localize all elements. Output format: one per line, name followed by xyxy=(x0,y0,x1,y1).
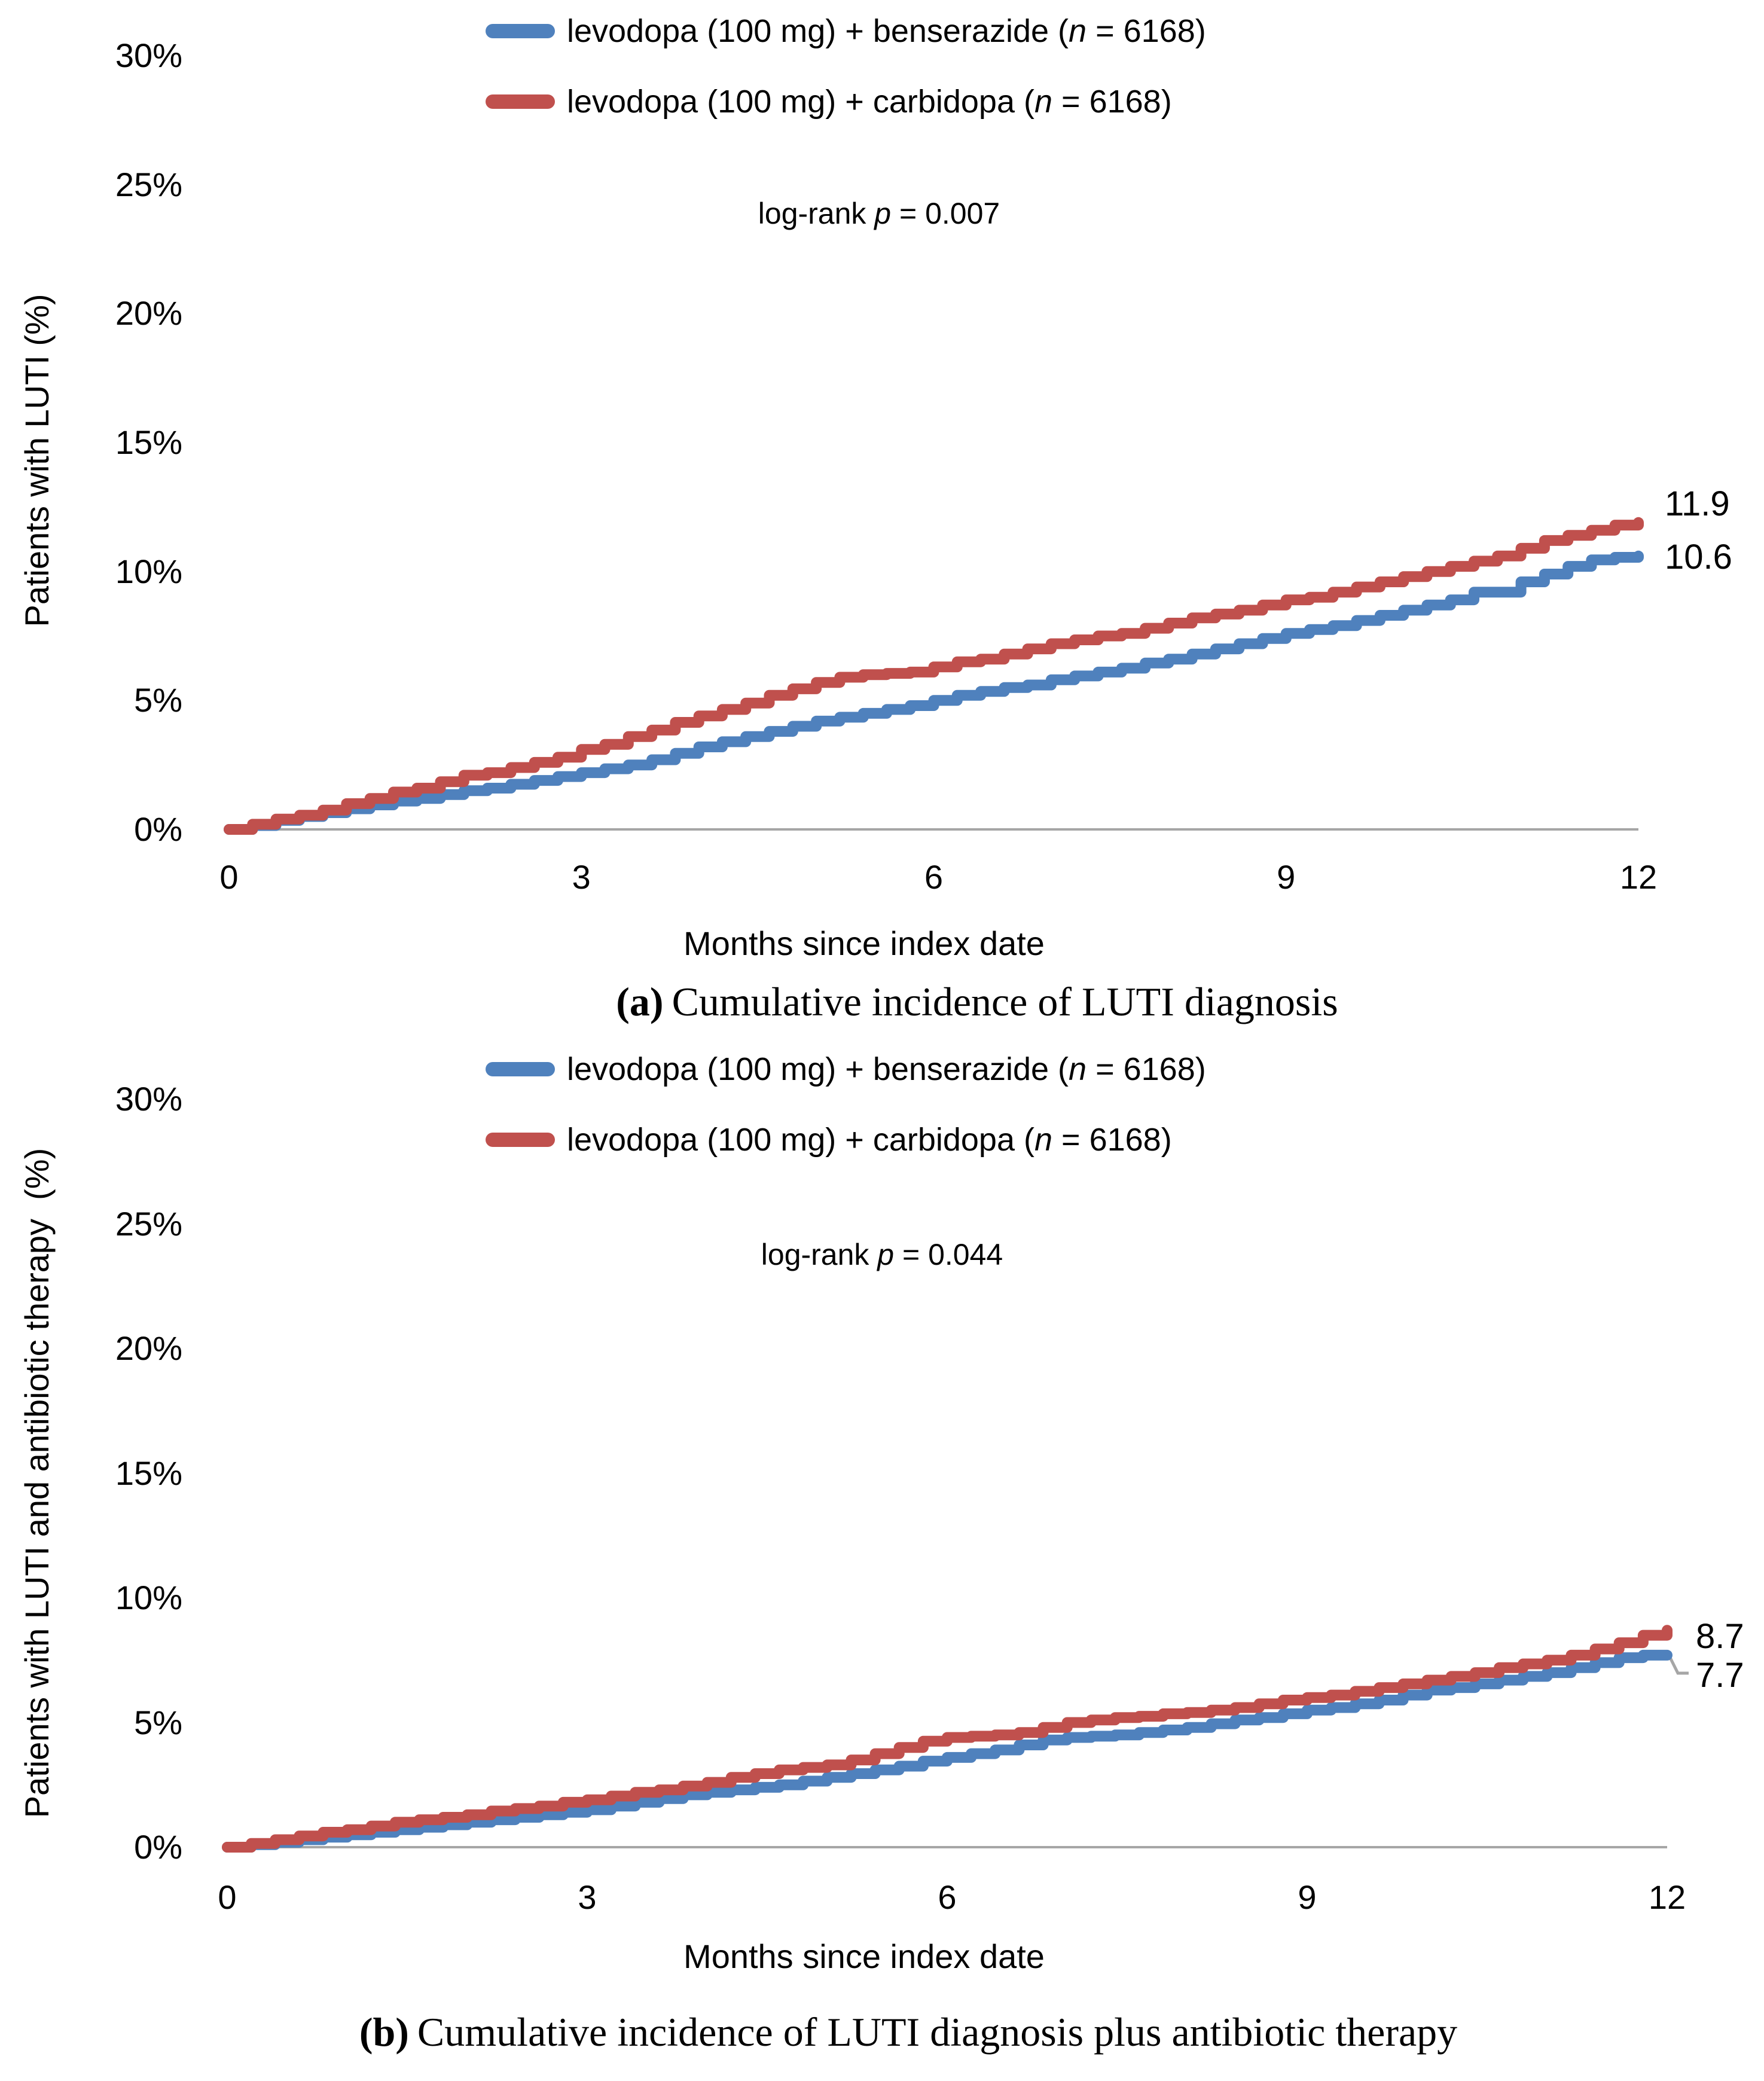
curve-carbidopa-b xyxy=(222,1625,1673,1853)
y-tick-label-a: 15% xyxy=(115,423,182,462)
end-label-carbidopa-b: 8.7 xyxy=(1696,1617,1744,1656)
caption-marker-a: (a) xyxy=(616,979,664,1024)
x-tick-label-a: 3 xyxy=(572,858,591,896)
y-axis-title-a: Patients with LUTI (%) xyxy=(18,294,56,627)
end-label-leader-line-b xyxy=(1668,1655,1689,1675)
caption-text-b: Cumulative incidence of LUTI diagnosis p… xyxy=(417,2009,1458,2055)
y-tick-label-b: 30% xyxy=(115,1080,182,1118)
panel-caption-b: (b) Cumulative incidence of LUTI diagnosi… xyxy=(319,1971,1457,2081)
x-tick-label-b: 3 xyxy=(578,1878,597,1916)
x-tick-label-a: 9 xyxy=(1277,858,1296,896)
y-axis-title-b: Patients with LUTI and antibiotic therap… xyxy=(18,1148,56,1818)
y-tick-label-b: 20% xyxy=(115,1329,182,1367)
y-tick-label-a: 20% xyxy=(115,294,182,332)
end-label-benserazide-b: 7.7 xyxy=(1696,1656,1744,1695)
y-tick-label-b: 25% xyxy=(115,1204,182,1243)
y-tick-label-b: 15% xyxy=(115,1454,182,1492)
caption-text-a: Cumulative incidence of LUTI diagnosis xyxy=(672,979,1338,1024)
panel-caption-a: (a) Cumulative incidence of LUTI diagnosi… xyxy=(575,941,1338,1063)
y-tick-label-b: 10% xyxy=(115,1579,182,1616)
y-tick-label-a: 10% xyxy=(115,552,182,590)
y-tick-label-a: 25% xyxy=(115,165,182,203)
x-axis-title-a: Months since index date xyxy=(683,924,1045,962)
caption-marker-b: (b) xyxy=(359,2009,409,2055)
y-tick-label-a: 30% xyxy=(115,36,182,75)
y-tick-label-a: 0% xyxy=(134,810,182,848)
legend-label-benserazide: levodopa (100 mg) + benserazide (n = 616… xyxy=(567,13,1206,49)
y-tick-label-b: 0% xyxy=(134,1828,182,1866)
log-rank-annotation-a: log-rank p = 0.007 xyxy=(758,197,1000,230)
y-tick-label-a: 5% xyxy=(134,681,182,719)
benserazide-line-swatch xyxy=(486,1062,555,1076)
carbidopa-line-swatch xyxy=(486,1133,555,1147)
curve-carbidopa-a xyxy=(224,517,1644,835)
end-label-benserazide-a: 10.6 xyxy=(1665,538,1732,576)
x-tick-label-a: 6 xyxy=(924,858,944,896)
legend-label-carbidopa: levodopa (100 mg) + carbidopa (n = 6168) xyxy=(567,84,1172,120)
end-label-carbidopa-a: 11.9 xyxy=(1665,484,1730,523)
x-tick-label-a: 12 xyxy=(1619,858,1658,896)
log-rank-annotation-b: log-rank p = 0.044 xyxy=(761,1238,1003,1271)
y-tick-label-b: 5% xyxy=(134,1703,182,1741)
x-tick-label-a: 0 xyxy=(219,858,239,896)
carbidopa-line-swatch xyxy=(486,94,555,109)
legend-label-benserazide: levodopa (100 mg) + benserazide (n = 616… xyxy=(567,1051,1206,1087)
x-tick-label-b: 12 xyxy=(1648,1878,1686,1916)
benserazide-line-swatch xyxy=(486,24,555,38)
legend-label-carbidopa: levodopa (100 mg) + carbidopa (n = 6168) xyxy=(567,1122,1172,1158)
curve-benserazide-a xyxy=(224,550,1644,835)
x-tick-label-b: 9 xyxy=(1298,1878,1317,1916)
x-tick-label-b: 0 xyxy=(218,1878,237,1916)
x-axis-title-b: Months since index date xyxy=(683,1937,1045,1975)
x-tick-label-b: 6 xyxy=(938,1878,957,1916)
